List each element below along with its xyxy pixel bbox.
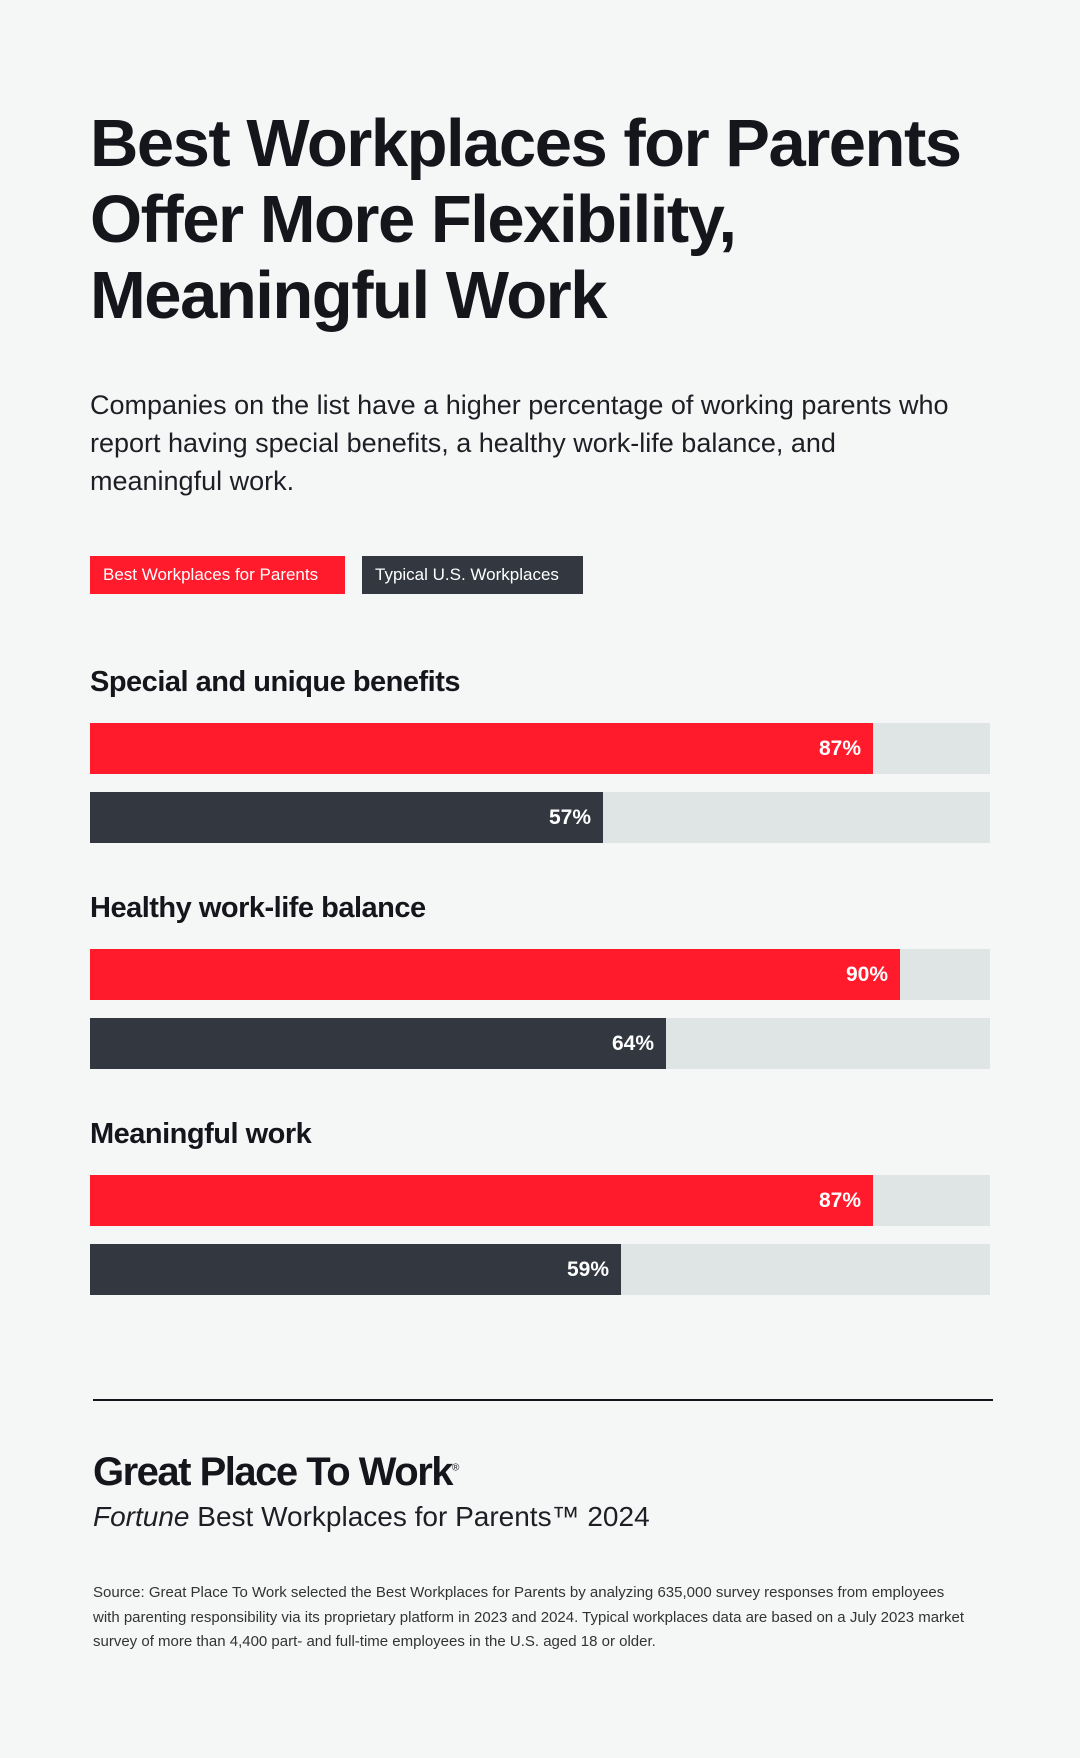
list-name: Fortune Best Workplaces for Parents™ 202… bbox=[93, 1501, 650, 1533]
bar-value-label: 59% bbox=[566, 1258, 609, 1281]
bar-best-workplaces: 87% bbox=[90, 723, 873, 774]
list-name-fortune: Fortune bbox=[93, 1501, 190, 1532]
bar-value-label: 90% bbox=[845, 963, 888, 986]
page-subtitle: Companies on the list have a higher perc… bbox=[90, 390, 949, 496]
bar-best-workplaces: 87% bbox=[90, 1175, 873, 1226]
legend-best-workplaces: Best Workplaces for Parents bbox=[90, 556, 345, 594]
divider bbox=[93, 1399, 993, 1401]
bar-typical-workplaces: 64% bbox=[90, 1018, 666, 1069]
logo-text: Great Place To Work bbox=[93, 1450, 454, 1494]
legend-typical-workplaces: Typical U.S. Workplaces bbox=[362, 556, 583, 594]
bar-track: 57% bbox=[90, 792, 990, 843]
bar-value-label: 57% bbox=[548, 806, 591, 829]
registered-mark: ® bbox=[452, 1462, 460, 1474]
great-place-to-work-logo: Great Place To Work® bbox=[93, 1450, 459, 1495]
bar-value-label: 87% bbox=[818, 1189, 861, 1212]
category-label: Healthy work-life balance bbox=[90, 892, 426, 924]
bar-value-label: 64% bbox=[611, 1032, 654, 1055]
bar-value-label: 87% bbox=[818, 737, 861, 760]
bar-track: 87% bbox=[90, 1175, 990, 1226]
bar-track: 64% bbox=[90, 1018, 990, 1069]
category-label: Special and unique benefits bbox=[90, 666, 461, 698]
bar-typical-workplaces: 59% bbox=[90, 1244, 621, 1295]
bar-track: 59% bbox=[90, 1244, 990, 1295]
category-label: Meaningful work bbox=[90, 1118, 312, 1150]
bar-best-workplaces: 90% bbox=[90, 949, 900, 1000]
list-name-rest: Best Workplaces for Parents™ 2024 bbox=[189, 1501, 650, 1532]
source-note: Source: Great Place To Work selected the… bbox=[93, 1584, 965, 1650]
bar-track: 90% bbox=[90, 949, 990, 1000]
page-title: Best Workplaces for Parents Offer More F… bbox=[90, 106, 962, 333]
bar-track: 87% bbox=[90, 723, 990, 774]
bar-typical-workplaces: 57% bbox=[90, 792, 603, 843]
